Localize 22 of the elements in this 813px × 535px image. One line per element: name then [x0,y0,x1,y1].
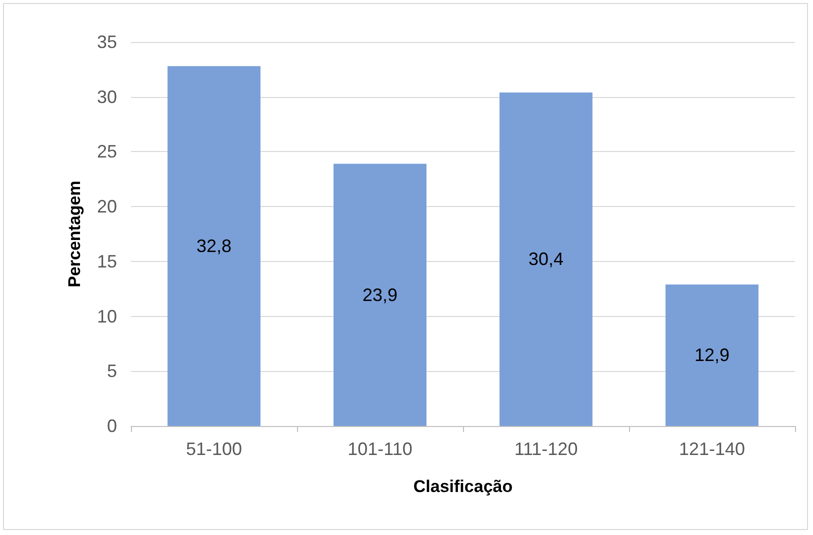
data-label: 32,8 [196,236,232,256]
data-label: 12,9 [694,345,730,366]
x-tick-label: 101-110 [348,439,412,459]
y-tick-label: 0 [106,416,117,436]
y-tick-label: 20 [96,196,117,217]
y-tick-label: 30 [96,86,117,107]
y-tick-label: 5 [106,361,117,382]
y-axis-title: Percentagem [65,180,84,288]
data-label: 23,9 [362,284,398,305]
bar [666,284,758,426]
y-tick-label: 35 [96,32,117,52]
x-axis-title: Clasificação [413,477,513,496]
x-tick-label: 121-140 [678,439,746,459]
data-label: 30,4 [528,249,564,270]
y-tick-label: 25 [96,142,117,162]
x-tick-label: 51-100 [186,439,242,459]
y-tick-label: 15 [96,251,117,272]
bar [334,164,426,426]
x-tick-label: 111-120 [514,439,578,459]
bar [168,66,260,426]
bar [500,92,592,426]
y-tick-label: 10 [96,306,117,326]
